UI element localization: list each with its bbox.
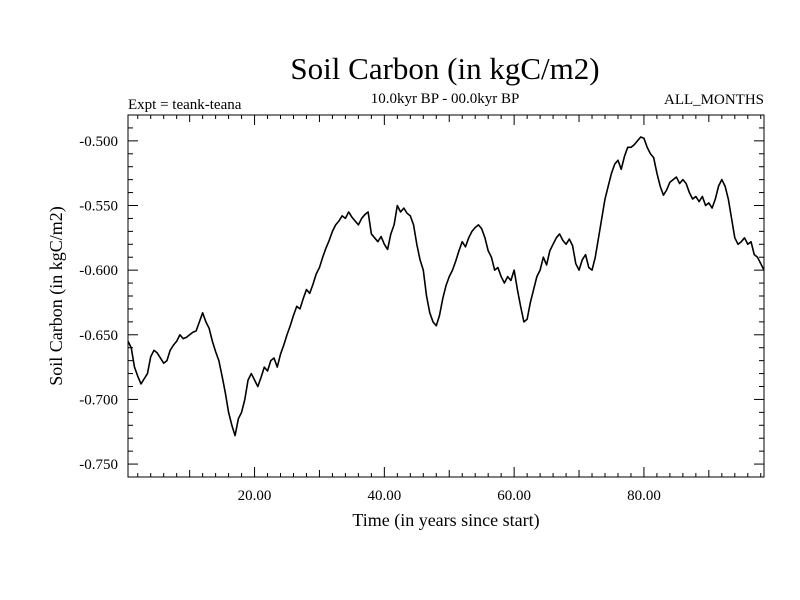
series-line	[127, 136, 765, 437]
y-tick-label: -0.650	[79, 328, 118, 344]
x-axis-label: Time (in years since start)	[352, 510, 539, 531]
y-tick-label: -0.750	[79, 457, 118, 473]
y-axis-label: Soil Carbon (in kgC/m2)	[46, 206, 67, 386]
y-tick-label: -0.550	[79, 199, 118, 215]
y-tick-label: -0.600	[79, 263, 118, 279]
y-tick-label: -0.700	[79, 392, 118, 408]
experiment-label: Expt = teank-teana	[128, 97, 242, 113]
plot-frame	[127, 114, 765, 478]
y-tick-label: -0.500	[79, 134, 118, 150]
x-tick-label: 40.00	[367, 488, 401, 504]
chart-title: Soil Carbon (in kgC/m2)	[290, 51, 599, 86]
chart-subtitle: 10.0kyr BP - 00.0kyr BP	[371, 91, 520, 107]
x-tick-label: 80.00	[627, 488, 661, 504]
x-tick-label: 20.00	[238, 488, 272, 504]
x-tick-labels: 20.00 40.00 60.00 80.00	[238, 488, 661, 504]
axis-ticks	[128, 114, 764, 478]
months-label: ALL_MONTHS	[664, 92, 764, 108]
y-tick-labels: -0.500 -0.550 -0.600 -0.650 -0.700 -0.750	[79, 134, 118, 473]
x-tick-label: 60.00	[497, 488, 531, 504]
